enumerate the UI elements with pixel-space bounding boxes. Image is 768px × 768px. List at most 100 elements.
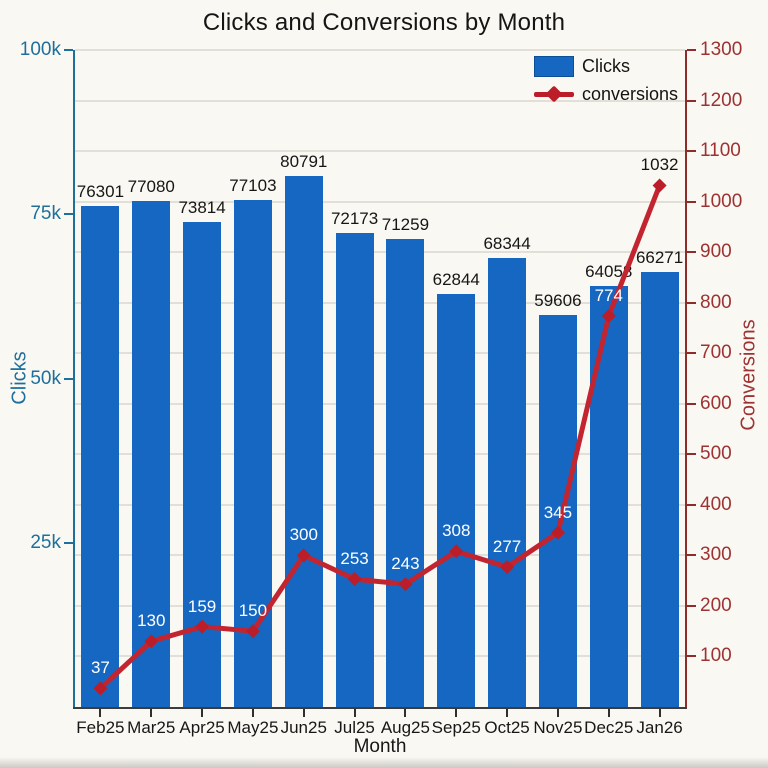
line-marker-diamond [245,624,260,639]
line-marker-diamond [144,634,159,649]
conversions-line-path [98,184,662,691]
legend-label-conversions: conversions [582,84,679,104]
right-axis-tick-label: 1200 [700,89,743,111]
x-tick-label: Sep25 [431,718,481,737]
conversions-line-series [93,178,667,696]
x-axis-tick [404,709,407,717]
right-axis-tick [687,554,696,557]
bar-value-label: 68344 [483,233,531,253]
gridline [75,301,685,304]
right-axis-tick [687,99,696,102]
chart-title: Clicks and Conversions by Month [202,9,566,36]
left-axis-tick-label: 25k [30,531,61,553]
left-axis-tick-label: 75k [30,203,61,225]
right-axis-tick [687,453,696,456]
x-axis-tick [251,709,254,717]
diamond-marker-icon [545,85,563,103]
bar-value-label: 59606 [534,291,582,311]
right-axis-tick [687,301,696,304]
right-axis-spine [685,50,687,709]
line-point-label: 308 [442,521,471,541]
right-axis-tick [687,251,696,254]
right-axis-tick-label: 300 [700,544,732,566]
clicks-bar [437,294,476,707]
bar-value-label: 77103 [229,176,277,196]
x-axis-tick [201,709,204,717]
bar-value-label: 71259 [381,214,430,234]
right-axis-tick [687,200,696,203]
legend-item-conversions: conversions [534,83,678,106]
right-axis-tick-label: 700 [700,342,732,364]
legend-item-clicks: Clicks [534,55,678,78]
right-axis-tick-label: 100 [700,645,732,667]
gridline [75,604,685,607]
bar-value-label: 62844 [432,270,480,290]
line-marker-diamond [195,619,210,634]
right-axis-tick-label: 600 [700,392,732,414]
left-axis-tick [64,213,73,216]
x-axis-tick [455,709,458,717]
line-marker-diamond [398,577,413,592]
line-marker-diamond [500,560,515,575]
right-axis-tick [687,352,696,355]
clicks-bar [386,238,425,707]
x-axis-tick [506,709,509,717]
clicks-bar [488,257,527,707]
line-marker-diamond [347,572,362,587]
x-axis-tick [607,709,610,717]
x-axis-tick [99,709,102,717]
bar-value-label: 64058 [585,262,633,282]
right-axis-tick-label: 1000 [700,190,743,212]
right-axis-tick [687,402,696,405]
bar-value-label: 77080 [127,176,175,196]
x-tick-label: Dec25 [584,718,634,737]
line-marker-diamond [652,178,667,193]
clicks-bar [640,271,679,707]
line-point-label: 130 [137,611,166,631]
line-point-label: 774 [594,285,623,305]
clicks-bar [335,232,374,707]
gridline [75,453,685,456]
clicks-bar [233,200,272,707]
plot-area: 25k 50k 75k 100k 100 200 300 400 500 600 700 800 900… [20,39,742,737]
clicks-swatch-icon [534,56,574,77]
x-axis-tick [150,709,153,717]
conversions-line-icon [534,85,574,103]
line-point-label: 1032 [640,155,679,175]
line-marker-diamond [601,308,616,323]
gridline [75,200,685,203]
gridline [75,150,685,153]
line-point-label: 277 [492,537,522,556]
x-axis-title: Month [353,736,407,757]
right-axis-tick-label: 1100 [700,140,741,162]
right-axis-tick-label: 900 [700,241,732,263]
bar-value-label: 73814 [178,198,226,218]
x-tick-label: May25 [227,718,279,737]
x-axis-tick [353,709,356,717]
left-axis-spine [73,50,75,709]
right-axis-tick [687,655,696,658]
gridline [75,503,685,506]
bar-value-label: 72173 [330,208,379,228]
right-axis-tick [687,49,696,51]
x-tick-label: Nov25 [533,718,583,737]
left-axis-tick-label: 50k [30,367,61,389]
clicks-bar [538,315,577,707]
bar-value-label: 76301 [76,181,125,201]
gridline [75,251,685,254]
right-axis-tick-label: 400 [700,493,732,515]
bar-value-label: 80791 [280,152,328,172]
x-axis-tick [658,709,661,717]
gridline [75,554,685,557]
x-axis-spine [73,707,687,709]
clicks-bar [284,176,323,707]
x-tick-label: Aug25 [380,718,430,737]
right-axis-tick [687,604,696,607]
right-axis-tick-label: 800 [700,291,732,313]
gridline [75,352,685,355]
line-point-label: 159 [187,596,217,616]
x-tick-label: Apr25 [179,718,225,737]
left-axis-tick [64,377,73,380]
clicks-bar [132,200,171,707]
